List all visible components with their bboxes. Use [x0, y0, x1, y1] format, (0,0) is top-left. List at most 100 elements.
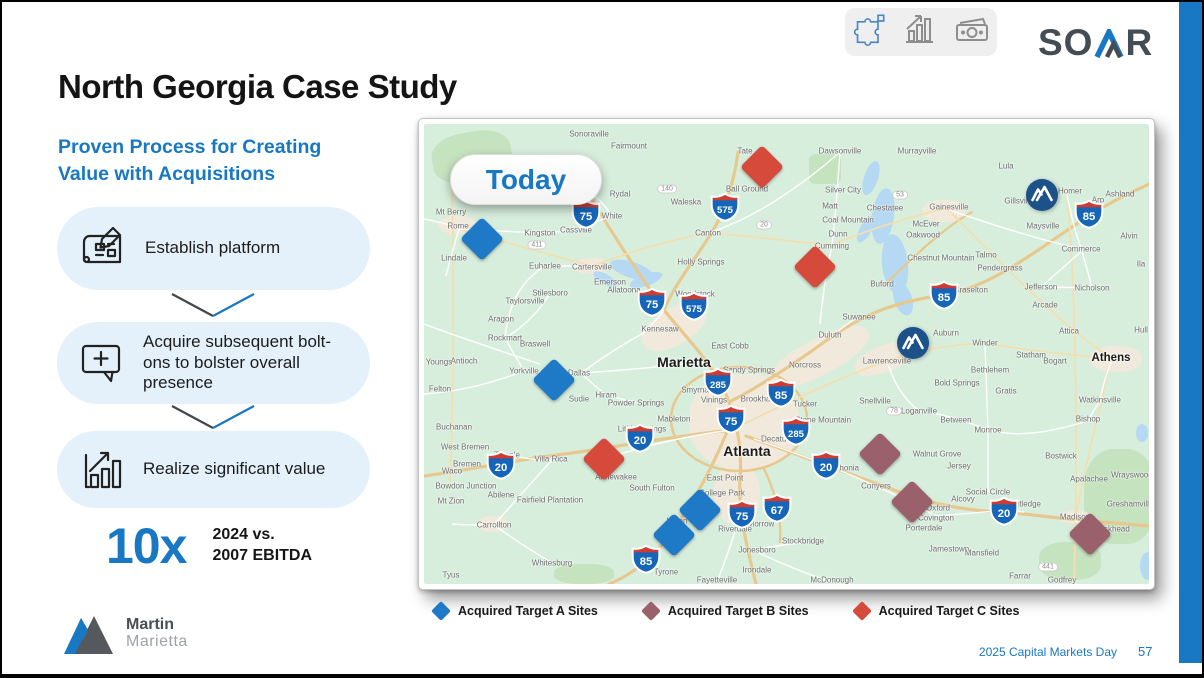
town-label: Cumming [814, 241, 850, 251]
svg-text:85: 85 [640, 556, 653, 568]
town-label: Rutledge [1008, 499, 1042, 509]
city-label-marietta: Marietta [657, 354, 711, 370]
interstate-20-shield: 20 [486, 450, 516, 480]
town-label: Cassville [559, 225, 593, 235]
town-label: Gainesville [929, 202, 969, 212]
town-label: Madison [1059, 512, 1091, 522]
town-label: Irondale [742, 565, 772, 575]
town-label: Braselton [954, 285, 988, 295]
town-label: Lindale [441, 253, 467, 263]
legend-label: Acquired Target B Sites [667, 604, 809, 618]
town-label: Buckhead [1094, 524, 1130, 534]
town-label: Farrar [1009, 571, 1031, 581]
town-label: Bremen [452, 459, 482, 469]
town-label: Stone Mountain [794, 415, 852, 425]
town-label: Silver City [824, 185, 862, 195]
bolt-on-bubble-icon [77, 338, 127, 388]
town-label: Duluth [818, 330, 842, 340]
bar-chart-icon [902, 12, 938, 53]
town-label: Between [940, 415, 972, 425]
town-label: Bowdon Junction [435, 481, 497, 491]
interstate-20-shield: 20 [811, 450, 841, 480]
legend-label: Acquired Target A Sites [458, 604, 598, 618]
subtitle-line-2: Value with Acquisitions [58, 163, 276, 186]
soar-a-icon [1094, 29, 1124, 59]
svg-text:20: 20 [998, 508, 1011, 520]
town-label: Alcovy [951, 494, 975, 504]
town-label: Dallas [567, 368, 591, 378]
town-label: East Cobb [711, 341, 749, 351]
town-label: Mableton [657, 414, 691, 424]
town-label: Vinings [700, 395, 728, 405]
town-label: Aragon [488, 314, 514, 324]
map-canvas: Today Sonoraville Fairmount Rydal White Wale… [424, 124, 1149, 584]
town-label: Cartersville [571, 262, 613, 272]
town-label: Hull [1134, 325, 1148, 335]
interstate-67-shield: 67 [762, 493, 792, 523]
town-label: Homer [1057, 186, 1083, 196]
town-label: Tucker [792, 399, 818, 409]
today-badge: Today [450, 154, 602, 205]
process-step-establish: Establish platform [57, 207, 370, 290]
town-label: Jonesboro [738, 545, 776, 555]
accent-bar [1179, 2, 1202, 663]
town-label: Arcade [1032, 300, 1058, 310]
town-label: Canton [695, 228, 721, 238]
svg-text:75: 75 [736, 511, 749, 523]
interstate-85-shield: 85 [766, 378, 796, 408]
interstate-75-shield: 75 [637, 287, 667, 317]
town-label: Commerce [1061, 244, 1101, 254]
town-label: Tyrone [653, 567, 679, 577]
town-label: Powder Springs [607, 398, 665, 408]
town-label: Nicholson [1074, 283, 1110, 293]
town-label: Waco [441, 466, 463, 476]
town-label: Coal Mountain [822, 215, 874, 225]
town-label: Apalachee [1070, 474, 1108, 484]
step-label: Acquire subsequent bolt-ons to bolster o… [143, 331, 332, 393]
town-label: Fairfield Plantation [516, 495, 584, 505]
town-label: Talmo [975, 250, 997, 260]
town-label: Statham [1016, 350, 1046, 360]
legend-item-target-b: Acquired Target B Sites [640, 601, 809, 621]
brand-name-line-1: Martin [126, 616, 174, 634]
money-icon [953, 12, 991, 53]
town-label: Walnut Grove [912, 449, 962, 459]
svg-text:67: 67 [771, 505, 784, 517]
town-label: Bostwick [1045, 451, 1077, 461]
brand-text: Martin Marietta [126, 616, 188, 651]
town-label: Murrayville [897, 146, 937, 156]
town-label: Buchanan [435, 422, 473, 432]
martin-marietta-site-marker [897, 327, 930, 360]
town-label: Bold Springs [934, 378, 980, 388]
town-label: Dawsonville [818, 146, 862, 156]
town-label: Jersey [947, 461, 971, 471]
town-label: East Point [706, 473, 744, 483]
svg-text:75: 75 [725, 416, 738, 428]
town-label: Godfrey [1047, 575, 1077, 585]
soar-text-suffix: R [1125, 22, 1154, 63]
town-label: Watkinsville [1079, 395, 1121, 405]
town-label: Monroe [974, 425, 1002, 435]
route-marker: 78 [886, 406, 902, 416]
step-label: Realize significant value [143, 459, 326, 479]
svg-text:75: 75 [646, 299, 659, 311]
town-label: Tate [737, 146, 753, 156]
town-label: Oxford [925, 503, 951, 513]
town-label: Chestatee [866, 203, 904, 213]
town-label: Sudie [568, 394, 590, 404]
town-label: Sonoraville [569, 129, 609, 139]
town-label: Morrow [747, 519, 775, 529]
town-label: Fayetteville [696, 575, 738, 585]
town-label: Bethlehem [970, 365, 1010, 375]
martin-marietta-site-marker [1026, 179, 1059, 212]
blueprint-icon [77, 224, 129, 274]
legend-item-target-a: Acquired Target A Sites [431, 601, 598, 621]
town-label: Rome [447, 221, 469, 231]
process-step-realize-value: Realize significant value [57, 431, 370, 508]
town-label: Youngs [425, 357, 453, 367]
header-icon-box [845, 8, 997, 56]
town-label: Mansfield [964, 548, 1000, 558]
town-label: Oakwood [906, 230, 940, 240]
town-label: Annewakee [595, 472, 637, 482]
town-label: Decatur [760, 434, 790, 444]
